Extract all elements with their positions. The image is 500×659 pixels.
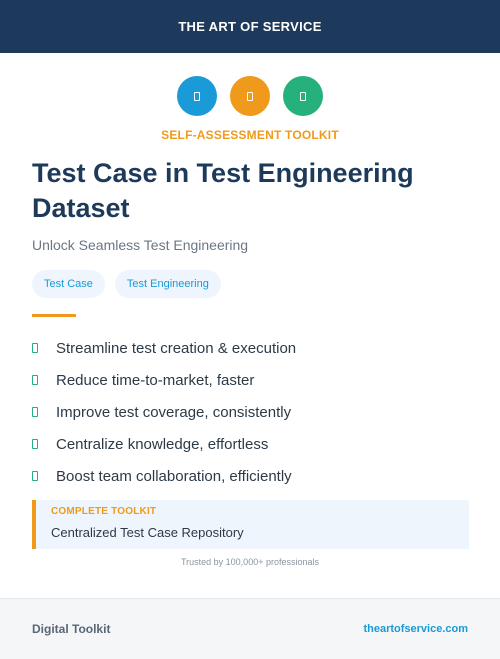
benefit-item: Streamline test creation & execution — [32, 332, 296, 364]
icon-row — [0, 76, 500, 116]
benefit-item: Improve test coverage, consistently — [32, 396, 296, 428]
trusted-note: Trusted by 100,000+ professionals — [180, 557, 319, 567]
brand-name: THE ART OF SERVICE — [178, 19, 322, 34]
green-circle-icon — [283, 76, 323, 116]
check-icon — [32, 343, 38, 353]
toolkit-callout: COMPLETE TOOLKIT Centralized Test Case R… — [32, 500, 469, 549]
accent-rule — [32, 314, 76, 317]
blue-circle-icon — [177, 76, 217, 116]
orange-circle-icon — [230, 76, 270, 116]
check-icon — [32, 471, 38, 481]
page-title: Test Case in Test Engineering Dataset — [32, 158, 414, 223]
benefit-text: Streamline test creation & execution — [56, 339, 297, 357]
benefit-text: Reduce time-to-market, faster — [56, 371, 255, 389]
eyebrow-label: SELF-ASSESSMENT TOOLKIT — [161, 128, 339, 142]
callout-value: Centralized Test Case Repository — [51, 525, 244, 540]
callout-label: COMPLETE TOOLKIT — [51, 506, 157, 517]
footer-label: Digital Toolkit — [32, 622, 111, 636]
benefit-item: Reduce time-to-market, faster — [32, 364, 296, 396]
benefit-text: Boost team collaboration, efficiently — [56, 467, 292, 485]
subtitle: Unlock Seamless Test Engineering — [32, 237, 249, 253]
document-glyph-icon — [247, 91, 253, 101]
website-link[interactable]: theartofservice.com — [363, 623, 468, 635]
benefit-list: Streamline test creation & execution Red… — [32, 332, 296, 492]
check-icon — [32, 439, 38, 449]
tag-test-case[interactable]: Test Case — [32, 270, 105, 298]
benefit-text: Centralize knowledge, effortless — [56, 435, 269, 453]
benefit-item: Boost team collaboration, efficiently — [32, 460, 296, 492]
footer: Digital Toolkit theartofservice.com — [0, 598, 500, 659]
document-glyph-icon — [194, 91, 200, 101]
document-glyph-icon — [300, 91, 306, 101]
tag-test-engineering[interactable]: Test Engineering — [114, 270, 221, 298]
tag-list: Test Case Test Engineering — [32, 270, 221, 298]
top-banner: THE ART OF SERVICE — [0, 0, 500, 53]
check-icon — [32, 407, 38, 417]
check-icon — [32, 375, 38, 385]
benefit-item: Centralize knowledge, effortless — [32, 428, 296, 460]
benefit-text: Improve test coverage, consistently — [56, 403, 292, 421]
